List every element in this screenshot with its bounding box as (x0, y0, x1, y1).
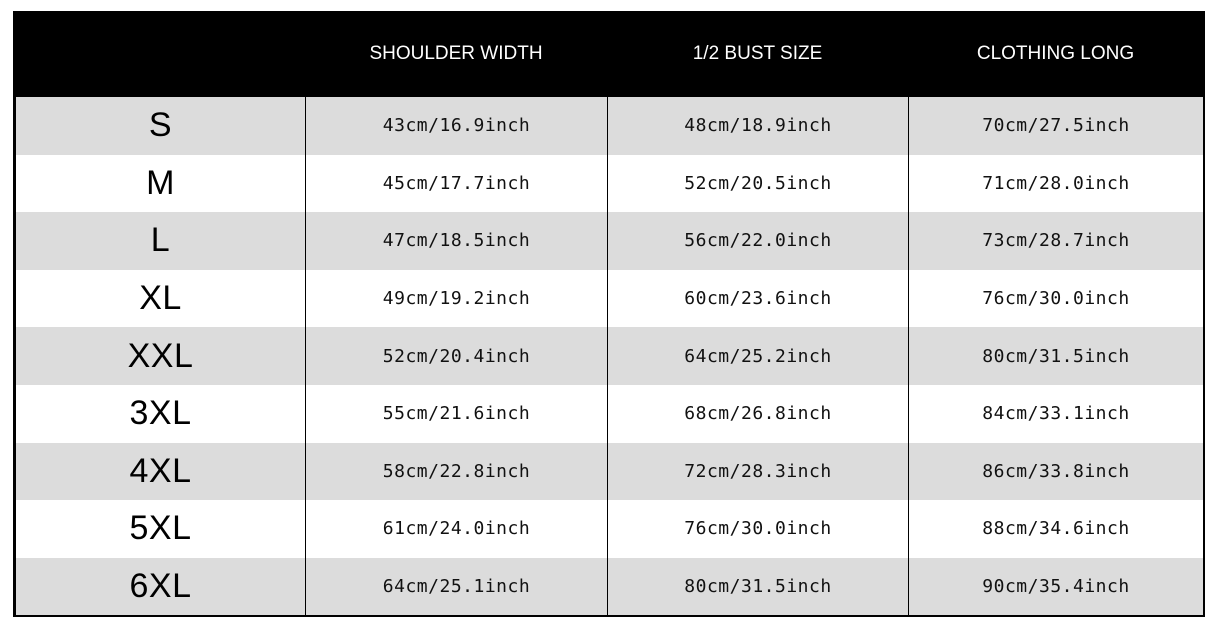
cell-clothing-long: 88cm/34.6inch (908, 500, 1203, 558)
cell-shoulder-width: 64cm/25.1inch (305, 557, 607, 616)
cell-shoulder-width: 49cm/19.2inch (305, 269, 607, 328)
table-row: L 47cm/18.5inch 56cm/22.0inch 73cm/28.7inch (16, 212, 1203, 270)
cell-size: S (148, 106, 173, 145)
table-row: 6XL 64cm/25.1inch 80cm/31.5inch 90cm/35.4in… (16, 557, 1203, 616)
cell-clothing-long: 76cm/30.0inch (908, 269, 1203, 328)
cell-shoulder-width: 45cm/17.7inch (305, 154, 607, 213)
table-body: S 43cm/16.9inch 48cm/18.9inch 70cm/27.5inch… (16, 97, 1203, 616)
table-header: MANUFACTURER SIZE SHOULDER WIDTH 1/2 BUS… (16, 11, 1203, 97)
cell-size: 3XL (129, 394, 192, 433)
cell-bust-size: 48cm/18.9inch (607, 97, 908, 155)
table-row: M 45cm/17.7inch 52cm/20.5inch 71cm/28.0inch (16, 154, 1203, 213)
cell-shoulder-width: 52cm/20.4inch (305, 327, 607, 385)
cell-clothing-long: 71cm/28.0inch (908, 154, 1203, 213)
cell-size: 6XL (129, 567, 192, 606)
header-manufacturer-size: MANUFACTURER SIZE (57, 43, 264, 64)
cell-bust-size: 68cm/26.8inch (607, 384, 908, 443)
cell-shoulder-width: 58cm/22.8inch (305, 442, 607, 501)
cell-clothing-long: 90cm/35.4inch (908, 557, 1203, 616)
cell-bust-size: 64cm/25.2inch (607, 327, 908, 385)
size-chart-table: MANUFACTURER SIZE SHOULDER WIDTH 1/2 BUS… (13, 11, 1205, 618)
cell-size: 4XL (129, 451, 192, 490)
table-row: XL 49cm/19.2inch 60cm/23.6inch 76cm/30.0inc… (16, 269, 1203, 328)
cell-size: L (150, 221, 171, 260)
cell-clothing-long: 84cm/33.1inch (908, 384, 1203, 443)
cell-clothing-long: 80cm/31.5inch (908, 327, 1203, 385)
header-bust-size: 1/2 BUST SIZE (692, 43, 823, 64)
table-row: 5XL 61cm/24.0inch 76cm/30.0inch 88cm/34.6in… (16, 500, 1203, 558)
cell-clothing-long: 86cm/33.8inch (908, 442, 1203, 501)
cell-bust-size: 80cm/31.5inch (607, 557, 908, 616)
cell-bust-size: 52cm/20.5inch (607, 154, 908, 213)
cell-clothing-long: 70cm/27.5inch (908, 97, 1203, 155)
cell-shoulder-width: 55cm/21.6inch (305, 384, 607, 443)
cell-bust-size: 76cm/30.0inch (607, 500, 908, 558)
header-clothing-long: CLOTHING LONG (976, 43, 1135, 64)
header-shoulder-width: SHOULDER WIDTH (369, 43, 543, 64)
cell-bust-size: 56cm/22.0inch (607, 212, 908, 270)
cell-bust-size: 72cm/28.3inch (607, 442, 908, 501)
cell-size: XL (139, 279, 182, 318)
table-row: S 43cm/16.9inch 48cm/18.9inch 70cm/27.5inch (16, 97, 1203, 155)
cell-shoulder-width: 61cm/24.0inch (305, 500, 607, 558)
table-row: 3XL 55cm/21.6inch 68cm/26.8inch 84cm/33.1in… (16, 384, 1203, 443)
cell-size: M (146, 163, 175, 202)
cell-size: 5XL (129, 509, 192, 548)
cell-shoulder-width: 43cm/16.9inch (305, 97, 607, 155)
cell-clothing-long: 73cm/28.7inch (908, 212, 1203, 270)
cell-shoulder-width: 47cm/18.5inch (305, 212, 607, 270)
table-row: 4XL 58cm/22.8inch 72cm/28.3inch 86cm/33.8in… (16, 442, 1203, 501)
table-row: XXL 52cm/20.4inch 64cm/25.2inch 80cm/31.5in… (16, 327, 1203, 385)
cell-size: XXL (127, 336, 194, 375)
cell-bust-size: 60cm/23.6inch (607, 269, 908, 328)
